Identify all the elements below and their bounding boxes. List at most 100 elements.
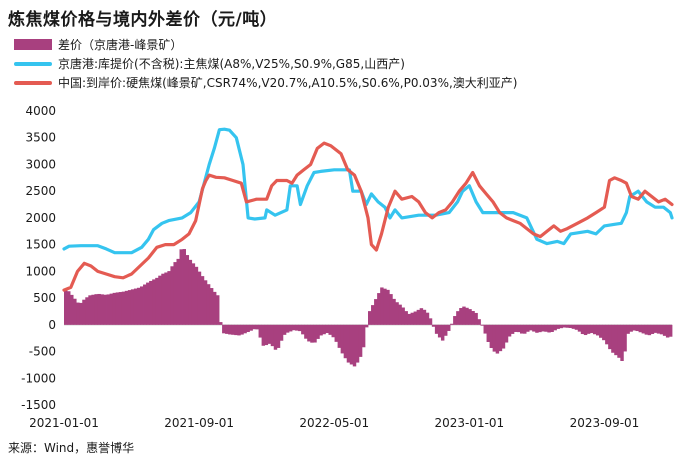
spread-bar (450, 323, 454, 325)
spread-bar (152, 279, 156, 325)
spread-bar (261, 324, 266, 346)
spread-bar (501, 324, 506, 349)
spread-bar (483, 324, 487, 334)
spread-bar (589, 324, 594, 334)
spread-bar (529, 324, 533, 331)
source-note: 来源：Wind，惠誉博华 (8, 441, 135, 455)
spread-bar (319, 324, 323, 336)
spread-bar (222, 324, 226, 334)
spread-bar (586, 324, 591, 334)
spread-bar (118, 292, 123, 325)
spread-bar (167, 271, 171, 325)
spread-bar (480, 324, 484, 326)
legend-item-australia: 中国:到岸价:硬焦煤(峰景矿,CSR74%,V20.7%,A10.5%,S0.6… (14, 74, 517, 91)
spread-bar (73, 298, 77, 325)
spread-bar (325, 324, 329, 334)
spread-bar (641, 324, 646, 334)
spread-bar (364, 324, 369, 328)
spread-bar (556, 324, 560, 329)
spread-bar (507, 324, 512, 337)
spread-bar (91, 294, 95, 325)
spread-bar (228, 324, 232, 335)
spread-bar (197, 271, 202, 325)
spread-bar (349, 324, 354, 365)
spread-bar (541, 324, 545, 332)
spread-bar (313, 324, 317, 343)
spread-bar (206, 284, 211, 325)
spread-bar (124, 290, 129, 325)
spread-bar (608, 324, 612, 350)
spread-bar (626, 324, 630, 334)
spread-bar (70, 294, 74, 325)
spread-bar (559, 324, 563, 329)
spread-bar (270, 324, 275, 347)
spread-bar (617, 324, 621, 358)
spread-bar (298, 324, 302, 332)
spread-bar (97, 293, 101, 325)
spread-bar (656, 324, 661, 334)
spread-bar (602, 324, 606, 341)
spread-bar (416, 309, 421, 325)
x-tick-label: 2021-01-01 (29, 416, 99, 430)
australia-price-line (62, 141, 674, 292)
spread-bar (209, 288, 214, 325)
spread-bar (155, 277, 159, 325)
spread-bar (410, 312, 414, 325)
spread-bar (121, 291, 126, 325)
spread-bar (146, 282, 150, 325)
spread-bar (620, 324, 624, 361)
spread-bar (240, 324, 244, 335)
spread-bar (398, 304, 402, 325)
legend-swatch-australia (14, 80, 52, 85)
spread-bar (176, 258, 180, 325)
spread-bar (361, 324, 366, 348)
spread-bar (161, 273, 165, 325)
spread-bar (574, 324, 579, 330)
spread-bar (249, 324, 253, 331)
chart-title: 炼焦煤价格与境内外差价（元/吨） (8, 10, 278, 30)
jingtang-price-line (62, 127, 674, 255)
spread-bar (133, 288, 138, 325)
legend-item-jingtang: 京唐港:库提价(不含税):主焦煤(A8%,V25%,S0.9%,G85,山西产) (14, 55, 405, 72)
spread-bar (307, 324, 311, 342)
spread-bar (358, 324, 363, 357)
spread-bar (444, 324, 448, 336)
spread-bar (334, 324, 338, 342)
spread-bar (328, 324, 332, 335)
legend-swatch-jingtang (14, 61, 52, 66)
spread-bar (355, 324, 360, 363)
spread-bar (544, 324, 548, 332)
spread-bar (659, 324, 664, 335)
spread-bar (243, 324, 247, 334)
spread-bar (255, 324, 259, 330)
spread-bar (374, 299, 378, 325)
spread-bar (647, 324, 652, 336)
spread-bar (185, 255, 190, 325)
spread-bar (301, 324, 305, 335)
spread-bar (112, 292, 117, 325)
spread-bar (495, 324, 500, 354)
spread-bar (282, 324, 287, 335)
spread-bar (194, 266, 199, 325)
spread-bar (623, 324, 627, 352)
x-tick-label: 2023-01-01 (434, 416, 504, 430)
spread-bar (614, 324, 618, 356)
spread-bar (100, 294, 104, 325)
spread-bar (179, 249, 183, 325)
spread-bar (149, 280, 153, 325)
spread-bar (577, 324, 582, 332)
spread-bar (279, 324, 284, 341)
spread-bar (88, 295, 92, 325)
spread-bar (182, 249, 186, 325)
spread-bar (94, 294, 98, 325)
spread-bar (535, 324, 539, 333)
legend-label-spread: 差价（京唐港-峰景矿） (58, 38, 183, 52)
y-tick-label: 2000 (25, 211, 56, 225)
spread-bar (431, 324, 436, 327)
spread-bar (665, 324, 670, 338)
spread-bar (504, 324, 509, 343)
spread-bar (422, 309, 427, 325)
spread-bar (662, 324, 667, 336)
spread-bar (331, 324, 335, 338)
